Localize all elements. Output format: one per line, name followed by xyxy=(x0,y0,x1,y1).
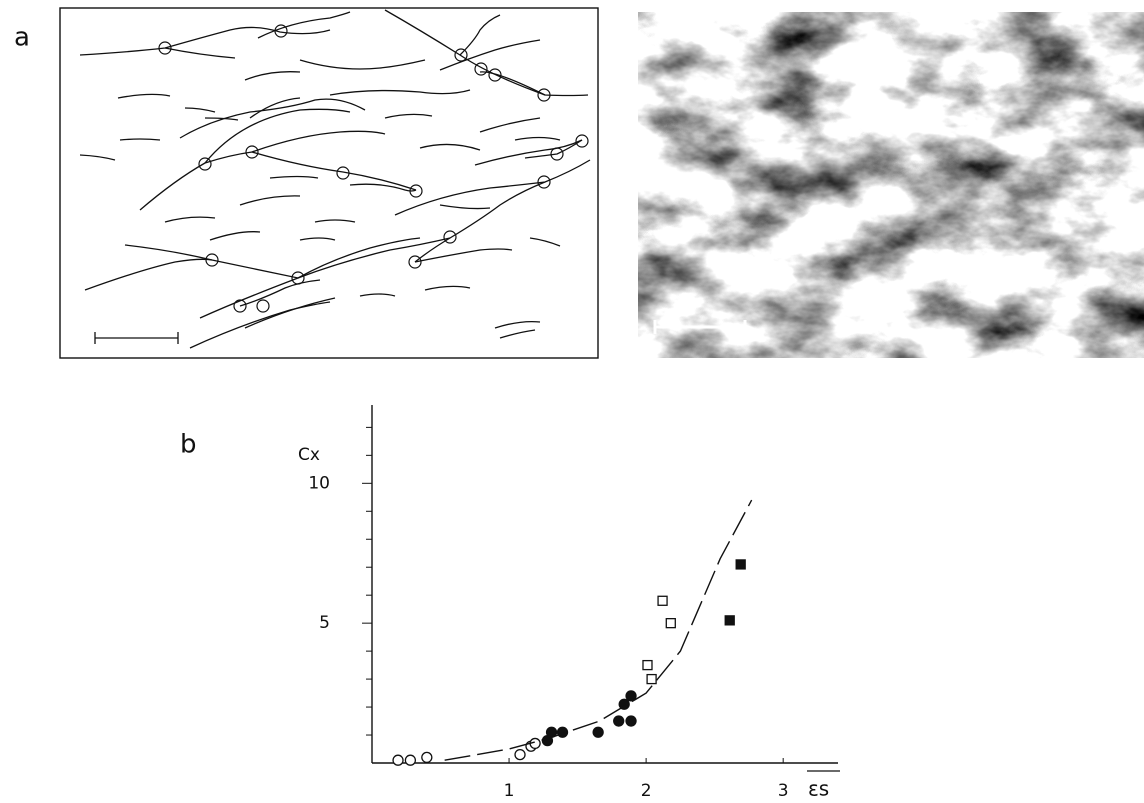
point xyxy=(592,726,604,738)
panel-label: a xyxy=(14,23,30,53)
point xyxy=(735,559,746,570)
panel-label: b xyxy=(180,430,197,460)
point xyxy=(421,751,433,764)
sketch xyxy=(59,7,599,359)
y-axis-label: Cx xyxy=(298,445,320,465)
x-tick-label: 2 xyxy=(641,781,652,801)
point xyxy=(392,754,404,766)
y-tick-label: 5 xyxy=(319,613,330,633)
plot: 1 2 3 5 10 Cx εs xyxy=(298,405,838,801)
point xyxy=(642,659,653,671)
x-tick-label: 1 xyxy=(504,781,515,801)
micrograph xyxy=(638,12,1144,358)
point xyxy=(625,690,637,702)
point xyxy=(657,595,668,606)
point xyxy=(724,615,735,626)
point xyxy=(665,618,676,629)
point xyxy=(514,748,526,761)
x-tick-label: 3 xyxy=(778,781,789,801)
point xyxy=(613,715,625,727)
x-axis-label: εs xyxy=(808,777,829,801)
point xyxy=(646,673,657,685)
point xyxy=(625,715,637,727)
point xyxy=(404,754,417,766)
point xyxy=(618,698,630,710)
y-tick-label: 10 xyxy=(308,473,330,493)
fit-curve xyxy=(444,499,753,761)
